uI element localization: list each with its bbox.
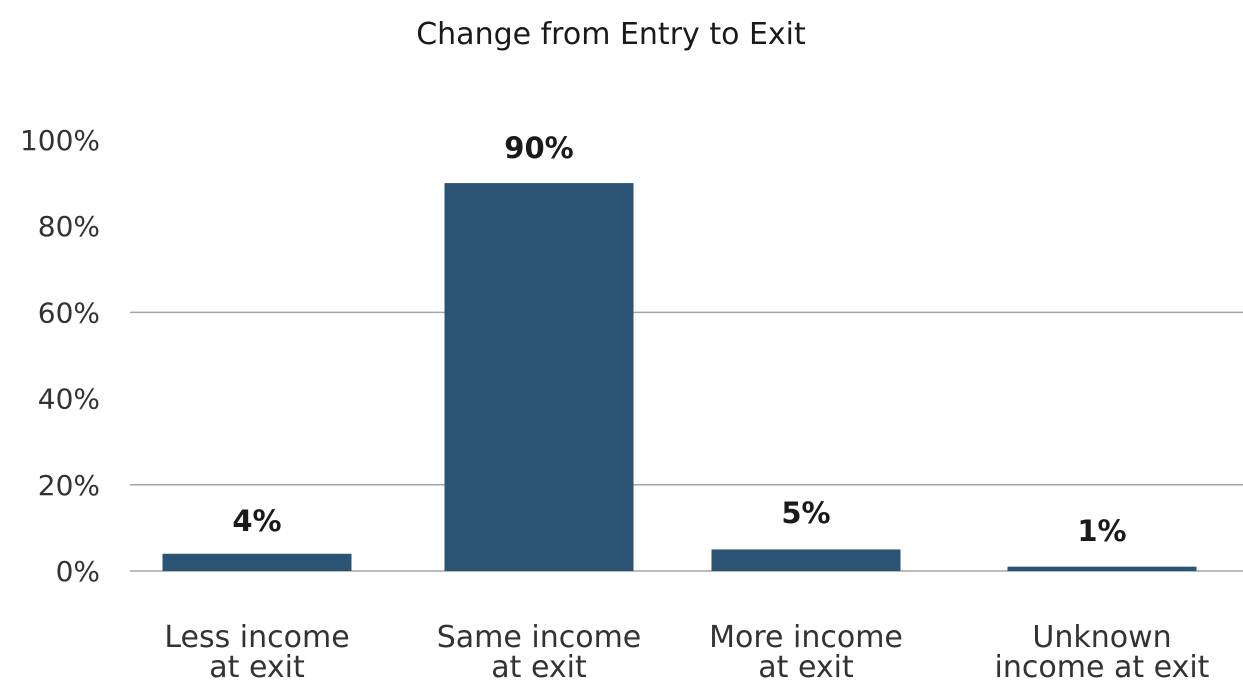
gridlines xyxy=(130,311,1243,572)
bar xyxy=(162,553,352,571)
bar xyxy=(444,183,634,571)
y-tick-label: 20% xyxy=(38,469,100,502)
x-category-label: Same income at exit xyxy=(437,620,642,685)
data-label: 5% xyxy=(781,496,830,530)
y-tick-label: 40% xyxy=(38,383,100,416)
x-category-label: Unknown income at exit xyxy=(995,620,1210,685)
x-category-label-line: at exit xyxy=(758,650,854,685)
y-tick-label: 100% xyxy=(20,124,100,157)
y-tick-label: 80% xyxy=(38,210,100,243)
bar xyxy=(711,549,901,571)
data-label: 4% xyxy=(232,504,281,538)
x-category-label-line: More income xyxy=(709,620,903,655)
bars xyxy=(162,183,1197,571)
data-label: 90% xyxy=(504,131,573,165)
x-category-label: Less income at exit xyxy=(164,620,349,685)
data-labels: 4% 90% 5% 1% xyxy=(232,131,1126,548)
x-category-label-line: Unknown xyxy=(1032,620,1171,655)
data-label: 1% xyxy=(1077,514,1126,548)
y-axis-tick-labels: 0% 20% 40% 60% 80% 100% xyxy=(20,124,100,588)
x-category-label-line: at exit xyxy=(491,650,587,685)
x-category-label-line: income at exit xyxy=(995,650,1210,685)
y-tick-label: 60% xyxy=(38,296,100,329)
x-category-label-line: Less income xyxy=(164,620,349,655)
y-tick-label: 0% xyxy=(56,555,100,588)
x-category-label: More income at exit xyxy=(709,620,903,685)
x-category-label-line: Same income xyxy=(437,620,642,655)
x-category-label-line: at exit xyxy=(209,650,305,685)
bar xyxy=(1007,566,1197,571)
chart-title: Change from Entry to Exit xyxy=(416,17,806,52)
